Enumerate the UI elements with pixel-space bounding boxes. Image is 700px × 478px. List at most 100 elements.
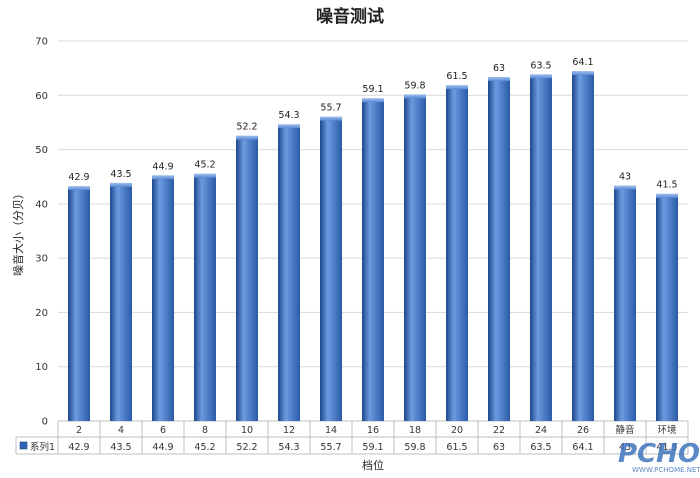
table-value-cell: 45.2 <box>194 442 215 453</box>
x-tick-label: 6 <box>160 425 166 436</box>
data-label: 59.1 <box>362 84 383 95</box>
bar-cap <box>278 124 300 129</box>
y-tick-label: 0 <box>42 417 48 428</box>
bar-cap <box>488 77 510 81</box>
bar <box>488 77 510 421</box>
bar-cap <box>110 182 132 187</box>
table-value-cell: 59.1 <box>362 442 383 453</box>
bar <box>362 98 384 422</box>
watermark-logo: PCHOME WWW.PCHOME.NET <box>618 439 700 474</box>
table-value-cell: 55.7 <box>320 442 341 453</box>
table-value-cell: 61.5 <box>446 442 467 453</box>
y-tick-label: 30 <box>35 254 48 265</box>
bar <box>236 135 258 421</box>
data-label: 54.3 <box>278 110 299 121</box>
data-label: 44.9 <box>152 161 173 172</box>
x-tick-label: 8 <box>202 425 208 436</box>
bar-body <box>404 96 426 421</box>
bar-body <box>614 187 636 421</box>
data-label: 61.5 <box>446 71 467 82</box>
bar <box>530 74 552 422</box>
bar <box>152 175 174 421</box>
bar-body <box>236 137 258 421</box>
x-tick-label: 12 <box>283 425 295 436</box>
x-tick-label: 14 <box>325 425 337 436</box>
bar <box>572 71 594 422</box>
x-tick-label: 20 <box>451 425 463 436</box>
data-label: 63.5 <box>530 60 551 71</box>
bar <box>404 94 426 421</box>
data-label: 55.7 <box>320 103 341 114</box>
bar-body <box>446 87 468 422</box>
legend-series-name: 系列1 <box>30 441 55 453</box>
bar-body <box>362 100 384 422</box>
legend-swatch <box>19 441 28 450</box>
x-tick-label: 静音 <box>615 424 634 436</box>
x-tick-label: 10 <box>241 425 253 436</box>
y-tick-label: 10 <box>35 362 48 373</box>
x-tick-label: 2 <box>76 425 82 436</box>
bars <box>68 71 678 422</box>
table-value-cell: 63 <box>493 442 505 453</box>
bar-cap <box>68 186 90 191</box>
table-value-cell: 41.5 <box>656 442 677 453</box>
table-value-cell: 43 <box>619 442 631 453</box>
chart-title: 噪音测试 <box>316 6 384 27</box>
x-tick-label: 22 <box>493 425 505 436</box>
bar-cap <box>236 135 258 140</box>
bar <box>446 85 468 422</box>
x-tick-label: 4 <box>118 425 124 436</box>
bar-body <box>488 79 510 421</box>
bar-body <box>572 73 594 422</box>
y-tick-label: 50 <box>35 145 48 156</box>
x-tick-label: 环境 <box>657 424 677 436</box>
bar-body <box>194 175 216 421</box>
data-label: 42.9 <box>68 172 89 183</box>
bar <box>656 193 678 421</box>
bar-body <box>152 177 174 421</box>
data-label: 43.5 <box>110 169 131 180</box>
table-value-cell: 42.9 <box>68 442 89 453</box>
bar <box>68 186 90 421</box>
table-value-cell: 43.5 <box>110 442 131 453</box>
y-tick-label: 70 <box>35 37 48 48</box>
x-tick-label: 18 <box>409 425 421 436</box>
bar-cap <box>530 74 552 79</box>
bar <box>320 116 342 421</box>
table-value-cell: 52.2 <box>236 442 257 453</box>
bar <box>110 182 132 421</box>
x-tick-label: 16 <box>367 425 379 436</box>
bar-cap <box>194 173 216 178</box>
data-label: 41.5 <box>656 180 677 191</box>
x-axis-label: 档位 <box>362 458 384 472</box>
bar-cap <box>152 175 174 180</box>
bar-body <box>656 195 678 421</box>
data-label: 43 <box>619 172 631 183</box>
table-value-cell: 44.9 <box>152 442 173 453</box>
y-tick-label: 20 <box>35 308 48 319</box>
data-label: 45.2 <box>194 160 215 171</box>
table-value-cell: 63.5 <box>530 442 551 453</box>
table-value-cell: 64.1 <box>572 442 593 453</box>
y-tick-label: 60 <box>35 91 48 102</box>
bar <box>614 185 636 421</box>
bar-body <box>278 126 300 421</box>
bar <box>194 173 216 421</box>
bar-body <box>68 188 90 421</box>
svg-text:PCHOME: PCHOME <box>618 439 700 469</box>
data-label: 64.1 <box>572 57 593 68</box>
bar-body <box>110 184 132 421</box>
bar-cap <box>446 85 468 90</box>
y-axis-label: 噪音大小（分贝） <box>11 188 25 276</box>
bar-cap <box>362 98 384 103</box>
y-tick-labels: 0 10 20 30 40 50 60 70 <box>35 37 48 428</box>
table-value-cell: 54.3 <box>278 442 299 453</box>
x-tick-label: 26 <box>577 425 589 436</box>
bar-cap <box>656 193 678 198</box>
data-label: 52.2 <box>236 122 257 133</box>
data-label: 63 <box>493 63 505 74</box>
x-tick-label: 24 <box>535 425 547 436</box>
bar <box>278 124 300 421</box>
bar-cap <box>572 71 594 76</box>
